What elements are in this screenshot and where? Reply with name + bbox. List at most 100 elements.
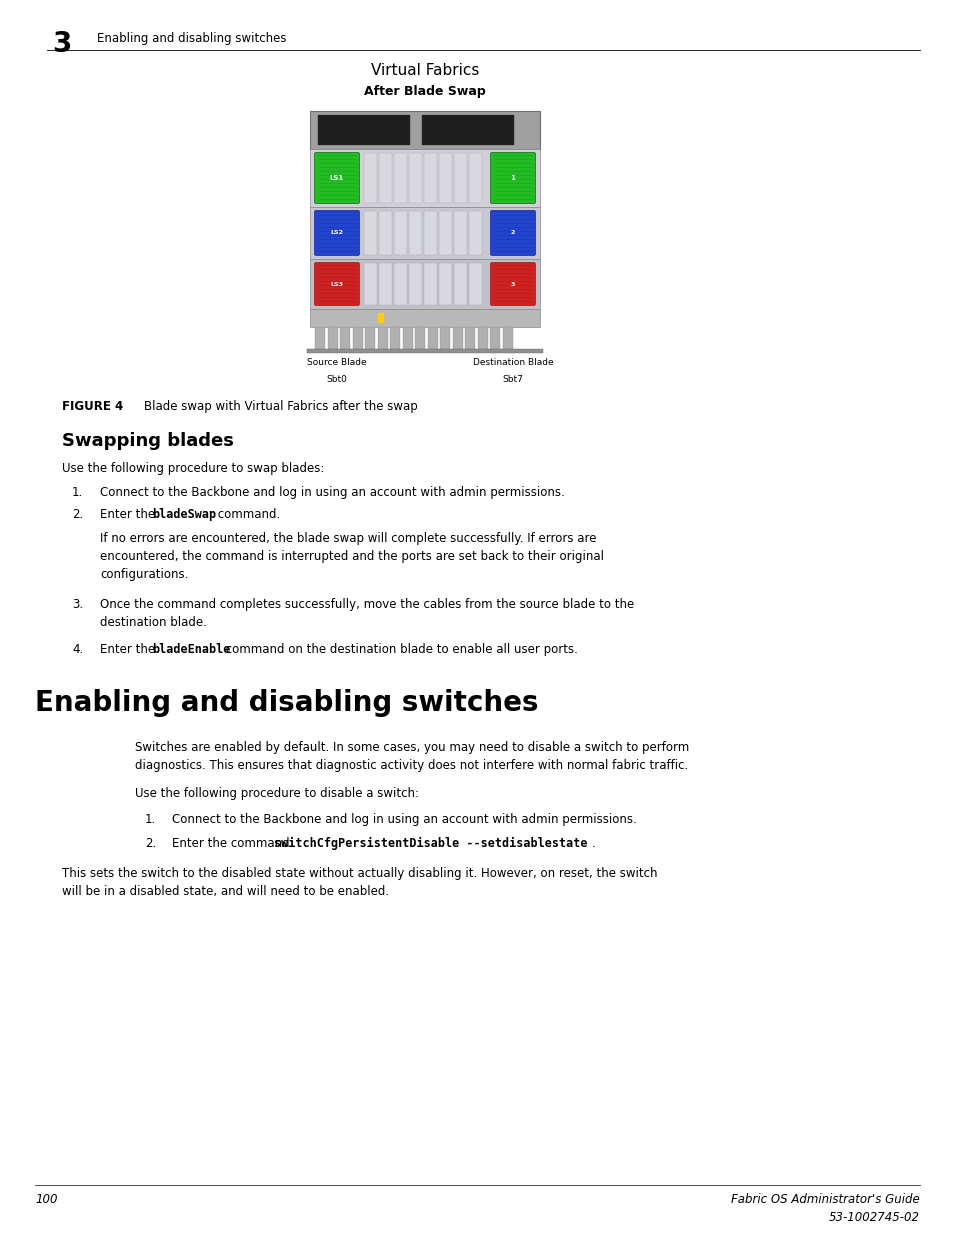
Text: Connect to the Backbone and log in using an account with admin permissions.: Connect to the Backbone and log in using…	[172, 813, 636, 826]
Bar	[490, 327, 499, 350]
Text: Sbt0: Sbt0	[326, 375, 347, 384]
Bar	[364, 211, 376, 254]
Text: .: .	[592, 837, 595, 850]
Text: Sbt7: Sbt7	[502, 375, 523, 384]
Bar	[454, 153, 467, 203]
Bar	[394, 263, 407, 305]
Bar	[409, 263, 421, 305]
Bar	[438, 211, 452, 254]
FancyBboxPatch shape	[314, 263, 359, 305]
Bar	[502, 327, 512, 350]
Text: 2.: 2.	[71, 508, 83, 521]
Text: Destination Blade: Destination Blade	[472, 358, 553, 367]
Bar	[339, 327, 350, 350]
FancyBboxPatch shape	[314, 210, 359, 256]
Text: destination blade.: destination blade.	[100, 616, 207, 629]
Text: encountered, the command is interrupted and the ports are set back to their orig: encountered, the command is interrupted …	[100, 550, 603, 563]
Bar	[394, 153, 407, 203]
Bar	[307, 350, 542, 353]
Bar	[378, 153, 392, 203]
Text: bladeEnable: bladeEnable	[152, 643, 230, 656]
Bar	[364, 153, 376, 203]
Text: bladeSwap: bladeSwap	[152, 508, 216, 521]
Bar	[423, 153, 436, 203]
Text: 53-1002745-02: 53-1002745-02	[828, 1212, 919, 1224]
Bar	[438, 153, 452, 203]
Text: After Blade Swap: After Blade Swap	[364, 85, 485, 98]
Text: 1.: 1.	[145, 813, 156, 826]
Text: Enabling and disabling switches: Enabling and disabling switches	[97, 32, 286, 44]
Bar	[452, 327, 462, 350]
Bar	[377, 312, 384, 324]
Bar	[423, 263, 436, 305]
Text: Enter the: Enter the	[100, 508, 159, 521]
Bar	[427, 327, 437, 350]
Text: will be in a disabled state, and will need to be enabled.: will be in a disabled state, and will ne…	[62, 885, 389, 899]
Text: Fabric OS Administrator's Guide: Fabric OS Administrator's Guide	[731, 1193, 919, 1207]
Text: LS2: LS2	[330, 231, 343, 236]
Text: Once the command completes successfully, move the cables from the source blade t: Once the command completes successfully,…	[100, 598, 634, 611]
Bar	[327, 327, 337, 350]
Bar	[439, 327, 450, 350]
Text: configurations.: configurations.	[100, 568, 188, 580]
FancyBboxPatch shape	[490, 152, 535, 204]
Text: command.: command.	[213, 508, 280, 521]
Bar	[423, 211, 436, 254]
Text: diagnostics. This ensures that diagnostic activity does not interfere with norma: diagnostics. This ensures that diagnosti…	[135, 760, 687, 773]
Bar	[377, 327, 387, 350]
Bar	[415, 327, 424, 350]
Bar	[469, 211, 481, 254]
Text: Swapping blades: Swapping blades	[62, 432, 233, 450]
Text: Enabling and disabling switches: Enabling and disabling switches	[35, 689, 537, 718]
Text: 1: 1	[510, 175, 515, 182]
Bar	[402, 327, 412, 350]
Bar	[409, 211, 421, 254]
Bar	[409, 153, 421, 203]
Text: FIGURE 4: FIGURE 4	[62, 400, 123, 412]
Bar	[364, 263, 376, 305]
Text: command on the destination blade to enable all user ports.: command on the destination blade to enab…	[222, 643, 578, 656]
Bar	[317, 115, 410, 144]
Bar	[454, 263, 467, 305]
Text: Use the following procedure to disable a switch:: Use the following procedure to disable a…	[135, 787, 418, 800]
Bar	[454, 211, 467, 254]
Bar	[477, 327, 487, 350]
Bar	[310, 259, 539, 309]
Bar	[352, 327, 362, 350]
Bar	[378, 211, 392, 254]
Bar	[310, 309, 539, 327]
Text: 4.: 4.	[71, 643, 83, 656]
Bar	[464, 327, 475, 350]
Text: LS1: LS1	[330, 175, 344, 182]
Text: 2.: 2.	[145, 837, 156, 850]
Text: Enter the command: Enter the command	[172, 837, 294, 850]
Text: switchCfgPersistentDisable --setdisablestate: switchCfgPersistentDisable --setdisables…	[274, 837, 587, 850]
Text: Switches are enabled by default. In some cases, you may need to disable a switch: Switches are enabled by default. In some…	[135, 741, 688, 755]
Text: 100: 100	[35, 1193, 57, 1207]
Bar	[469, 263, 481, 305]
Text: Enter the: Enter the	[100, 643, 159, 656]
Text: 3.: 3.	[71, 598, 83, 611]
Text: 3: 3	[510, 282, 515, 287]
FancyBboxPatch shape	[490, 263, 535, 305]
Text: 2: 2	[510, 231, 515, 236]
Text: 3: 3	[52, 30, 71, 58]
Bar	[390, 327, 399, 350]
Bar	[394, 211, 407, 254]
Bar	[378, 263, 392, 305]
Text: This sets the switch to the disabled state without actually disabling it. Howeve: This sets the switch to the disabled sta…	[62, 867, 657, 881]
Text: 1.: 1.	[71, 487, 83, 499]
Text: Connect to the Backbone and log in using an account with admin permissions.: Connect to the Backbone and log in using…	[100, 487, 564, 499]
Bar	[469, 153, 481, 203]
Bar	[310, 149, 539, 207]
Bar	[438, 263, 452, 305]
Bar	[310, 207, 539, 259]
Bar	[365, 327, 375, 350]
Bar	[310, 111, 539, 149]
FancyBboxPatch shape	[490, 210, 535, 256]
Text: If no errors are encountered, the blade swap will complete successfully. If erro: If no errors are encountered, the blade …	[100, 532, 596, 545]
FancyBboxPatch shape	[314, 152, 359, 204]
Text: Source Blade: Source Blade	[307, 358, 366, 367]
Text: Blade swap with Virtual Fabrics after the swap: Blade swap with Virtual Fabrics after th…	[144, 400, 417, 412]
Bar	[421, 115, 514, 144]
